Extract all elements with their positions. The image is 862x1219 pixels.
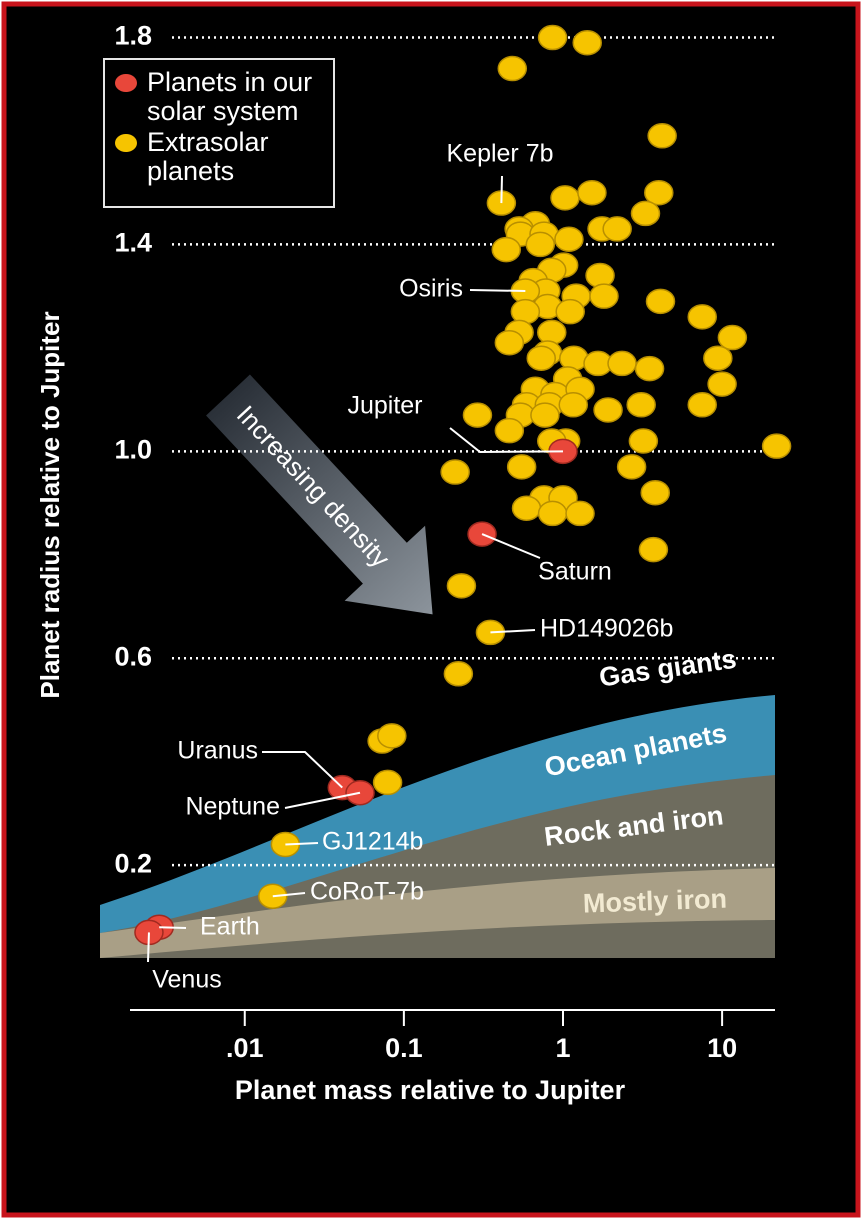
extrasolar-point [572, 29, 602, 56]
extrasolar-point [640, 479, 670, 506]
extrasolar-point [372, 769, 403, 796]
leader-line [469, 289, 526, 292]
point-label: HD149026b [540, 615, 673, 643]
point-label: GJ1214b [322, 828, 423, 856]
leader-line [262, 751, 343, 789]
leader-line [147, 932, 150, 963]
extrasolar-point [638, 536, 669, 563]
extrasolar-point [707, 371, 737, 397]
x-tick-label: 0.1 [385, 1033, 423, 1063]
extrasolar-point [602, 216, 632, 242]
iron-region [100, 868, 775, 958]
extrasolar-point [462, 402, 493, 428]
extrasolar-point [616, 454, 647, 480]
extrasolar-point [761, 433, 792, 459]
extrasolar-point [628, 428, 659, 454]
legend-item: Planets in our solar system [115, 68, 327, 126]
legend-swatch [115, 134, 137, 152]
y-axis-title: Planet radius relative to Jupiter [35, 311, 65, 698]
extrasolar-point [377, 723, 407, 749]
legend: Planets in our solar system Extrasolar pl… [103, 58, 335, 208]
point-label: Neptune [185, 793, 280, 821]
y-tick-label: 0.6 [114, 641, 152, 671]
extrasolar-point [577, 179, 607, 206]
extrasolar-point [607, 350, 637, 377]
point-label: CoRoT-7b [310, 878, 424, 906]
y-tick-label: 1.0 [114, 434, 152, 464]
arrow-shape [206, 374, 433, 615]
extrasolar-point [511, 495, 542, 521]
extrasolar-point [647, 123, 677, 149]
extrasolar-point [494, 417, 525, 444]
extrasolar-point [630, 200, 661, 227]
extrasolar-point [717, 324, 748, 351]
extrasolar-point [644, 179, 674, 206]
y-tick-label: 0.2 [114, 848, 152, 878]
extrasolar-point [703, 345, 733, 371]
band-label: Mostly iron [582, 884, 727, 919]
legend-label: Planets in our solar system [147, 67, 313, 126]
extrasolar-point [526, 345, 556, 371]
extrasolar-point [446, 573, 477, 599]
extrasolar-point [558, 392, 588, 418]
x-tick-label: 10 [707, 1033, 737, 1063]
point-label: Jupiter [347, 392, 422, 420]
extrasolar-point [687, 392, 717, 418]
extrasolar-point [626, 392, 656, 418]
extrasolar-point [491, 236, 522, 263]
extrasolar-point [554, 226, 584, 253]
extrasolar-point [530, 402, 560, 428]
leader-line [159, 926, 187, 929]
legend-label: Extrasolar planets [147, 127, 269, 186]
extrasolar-point [506, 454, 537, 480]
leader-line [284, 791, 361, 809]
point-label: Saturn [538, 558, 612, 586]
legend-item: Extrasolar planets [115, 128, 327, 186]
leader-line [285, 842, 319, 846]
point-label: Uranus [177, 737, 258, 765]
legend-swatch [115, 74, 137, 92]
x-axis-title: Planet mass relative to Jupiter [235, 1075, 626, 1105]
leader-line [481, 533, 541, 559]
extrasolar-point [494, 329, 525, 356]
x-tick-label: .01 [226, 1033, 264, 1063]
extrasolar-point [497, 55, 528, 82]
extrasolar-point [645, 288, 676, 315]
extrasolar-point [634, 355, 665, 382]
extrasolar-point [537, 500, 568, 527]
extrasolar-point [443, 661, 474, 687]
point-label: Venus [152, 966, 222, 994]
extrasolar-point [550, 185, 580, 211]
leader-line [272, 892, 306, 898]
extrasolar-point [555, 298, 585, 325]
y-tick-label: 1.8 [114, 21, 152, 51]
extrasolar-point [537, 24, 568, 51]
point-label: Osiris [399, 275, 463, 303]
extrasolar-point [687, 304, 717, 330]
leader-line [449, 427, 563, 454]
point-label: Earth [200, 913, 260, 941]
point-label: Kepler 7b [446, 140, 553, 168]
extrasolar-point [589, 283, 619, 309]
x-tick-label: 1 [555, 1033, 570, 1063]
extrasolar-point [440, 459, 470, 485]
extrasolar-point [593, 397, 623, 423]
extrasolar-point [525, 231, 556, 258]
leader-line [490, 629, 536, 634]
extrasolar-point [565, 500, 595, 527]
leader-line [500, 175, 503, 204]
y-tick-label: 1.4 [114, 228, 152, 258]
extrasolar-point [537, 319, 567, 346]
